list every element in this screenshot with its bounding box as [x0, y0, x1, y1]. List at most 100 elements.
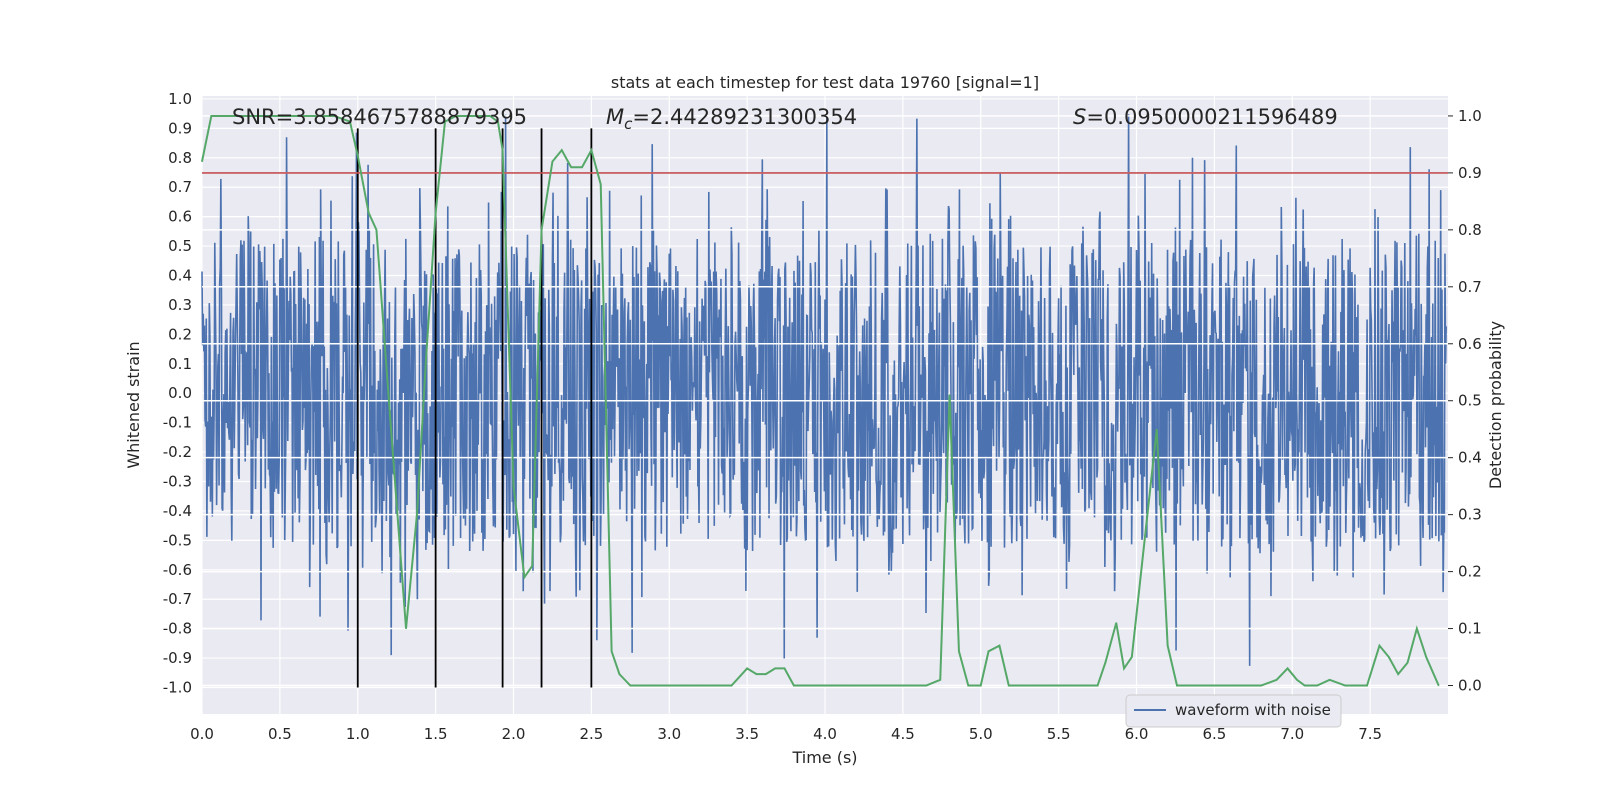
probability-point — [201, 160, 203, 163]
probability-point — [551, 160, 554, 163]
chart-title: stats at each timestep for test data 197… — [611, 73, 1039, 92]
probability-point — [1156, 428, 1158, 430]
x-tick-label: 6.0 — [1125, 725, 1149, 743]
x-tick-label: 1.5 — [424, 725, 448, 743]
probability-point — [478, 115, 480, 117]
probability-point — [405, 627, 407, 630]
y-tick-label-left: 0.1 — [168, 355, 192, 373]
y-tick-label-right: 0.9 — [1458, 164, 1482, 182]
x-tick-label: 0.5 — [268, 725, 292, 743]
tick-labels: 0.0 0.5 1.0 1.5 2.0 2.5 3.0 3.5 4.0 4.5 5.0 5.5 6.0 6… — [163, 90, 1482, 743]
y-axis-label-right: Detection probability — [1486, 321, 1505, 489]
probability-point — [730, 684, 733, 687]
y-tick-label-right: 0.4 — [1458, 449, 1482, 467]
probability-point — [1425, 656, 1427, 658]
probability-point — [910, 684, 912, 687]
probability-point — [939, 679, 941, 681]
y-tick-label-left: 0.2 — [168, 325, 192, 343]
probability-point — [774, 667, 776, 670]
probability-point — [349, 121, 351, 123]
probability-point — [1104, 662, 1106, 664]
probability-point — [1276, 679, 1278, 681]
waveform-series — [201, 114, 1447, 666]
probability-point — [783, 667, 786, 670]
legend-label-waveform: waveform with noise — [1175, 701, 1331, 719]
probability-point — [998, 645, 1001, 647]
probability-point — [1357, 684, 1359, 687]
y-tick-label-right: 0.8 — [1458, 221, 1482, 239]
y-tick-label-left: 0.0 — [168, 384, 192, 402]
probability-point — [802, 684, 804, 687]
probability-point — [618, 673, 621, 675]
probability-point — [1176, 684, 1178, 687]
probability-point — [540, 229, 543, 231]
probability-point — [435, 212, 437, 214]
probability-point — [1081, 684, 1083, 687]
probability-point — [878, 684, 881, 687]
probability-series — [201, 114, 1440, 687]
y-tick-label-left: 0.5 — [168, 237, 192, 255]
probability-point — [863, 684, 865, 687]
probability-point — [455, 115, 457, 117]
y-tick-label-right: 0.3 — [1458, 506, 1482, 524]
probability-point — [611, 650, 613, 652]
probability-point — [637, 684, 639, 687]
y-tick-label-left: 0.4 — [168, 267, 192, 285]
probability-point — [1034, 684, 1036, 687]
probability-point — [894, 684, 896, 687]
probability-point — [1190, 684, 1192, 687]
probability-point — [210, 115, 212, 117]
probability-point — [1096, 684, 1099, 687]
x-tick-label: 3.0 — [657, 725, 681, 743]
y-tick-label-left: -1.0 — [163, 679, 192, 697]
probability-point — [294, 115, 297, 117]
legend-box — [1125, 694, 1342, 728]
probability-point — [523, 576, 526, 578]
probability-point — [1008, 684, 1010, 687]
y-tick-label-right: 0.0 — [1458, 677, 1482, 695]
x-tick-label: 5.5 — [1047, 725, 1071, 743]
probability-point — [653, 684, 655, 687]
probability-point — [590, 149, 592, 151]
probability-point — [368, 212, 370, 214]
y-tick-label-left: 0.8 — [168, 149, 192, 167]
probability-point — [1316, 684, 1318, 687]
probability-point — [1260, 684, 1262, 687]
probability-point — [531, 565, 533, 567]
probability-point — [581, 166, 583, 168]
probability-point — [668, 684, 670, 687]
y-tick-label-left: -0.1 — [163, 414, 192, 432]
probability-point — [1167, 645, 1169, 647]
y-tick-label-right: 0.2 — [1458, 563, 1482, 581]
probability-point — [629, 684, 631, 687]
probability-point — [1296, 679, 1298, 681]
probability-point — [333, 115, 335, 117]
probability-point — [699, 684, 702, 687]
probability-point — [755, 673, 758, 675]
probability-line — [201, 114, 1440, 687]
y-tick-label-left: 0.6 — [168, 208, 192, 226]
probability-point — [1378, 645, 1381, 647]
probability-point — [684, 684, 686, 687]
x-tick-label: 0.0 — [190, 725, 214, 743]
chirp-mass-annotation: Mc=2.44289231300354 — [606, 105, 857, 133]
y-tick-label-left: 1.0 — [168, 90, 192, 108]
probability-point — [1286, 667, 1289, 670]
y-tick-label-left: -0.7 — [163, 590, 192, 608]
probability-point — [1416, 627, 1418, 630]
probability-point — [925, 684, 927, 687]
probability-point — [497, 121, 499, 123]
y-tick-label-left: -0.5 — [163, 531, 192, 549]
probability-point — [958, 650, 960, 652]
waveform-line — [201, 114, 1447, 666]
probability-point — [1115, 622, 1117, 624]
x-tick-label: 3.5 — [735, 725, 759, 743]
y-tick-label-right: 0.1 — [1458, 620, 1482, 638]
x-tick-label: 2.5 — [579, 725, 603, 743]
probability-point — [1406, 662, 1409, 664]
probability-point — [715, 684, 717, 687]
probability-point — [1123, 667, 1125, 670]
x-tick-label: 5.0 — [969, 725, 993, 743]
probability-point — [746, 667, 748, 670]
